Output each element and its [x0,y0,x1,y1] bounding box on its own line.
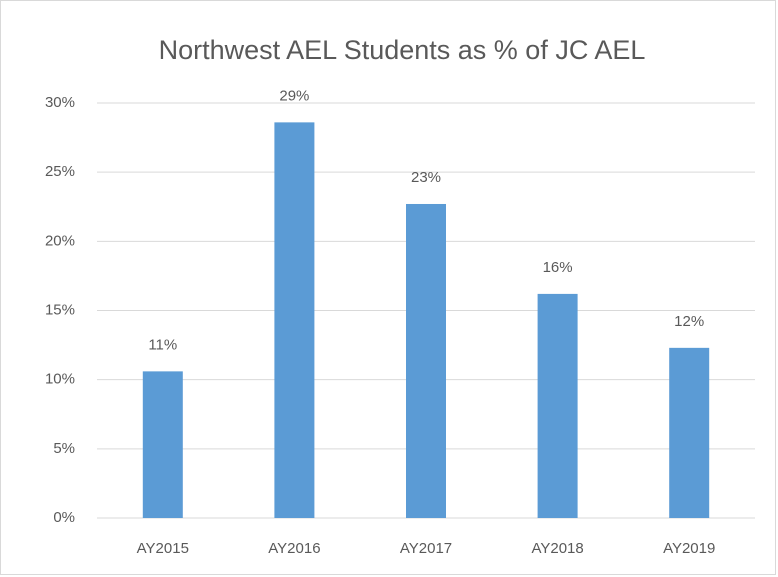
x-tick-label: AY2018 [531,540,583,557]
bar [537,293,578,518]
data-label: 23% [411,169,441,186]
data-label: 11% [148,336,177,353]
data-label: 16% [543,259,573,276]
bar [142,371,183,518]
y-tick-label: 30% [45,94,75,111]
y-tick-label: 0% [53,509,75,526]
x-tick-label: AY2017 [400,540,452,557]
y-tick-label: 10% [45,371,75,388]
x-tick-label: AY2015 [137,540,189,557]
x-tick-label: AY2019 [663,540,715,557]
data-label: 12% [674,313,704,330]
y-tick-label: 15% [45,301,75,318]
y-tick-label: 25% [45,163,75,180]
data-label: 29% [279,87,309,104]
bar [669,347,710,518]
y-tick-label: 20% [45,232,75,249]
bar [406,203,446,518]
y-tick-label: 5% [53,440,75,457]
chart-title: Northwest AEL Students as % of JC AEL [159,35,646,65]
bar [274,122,315,518]
x-tick-label: AY2016 [268,540,320,557]
